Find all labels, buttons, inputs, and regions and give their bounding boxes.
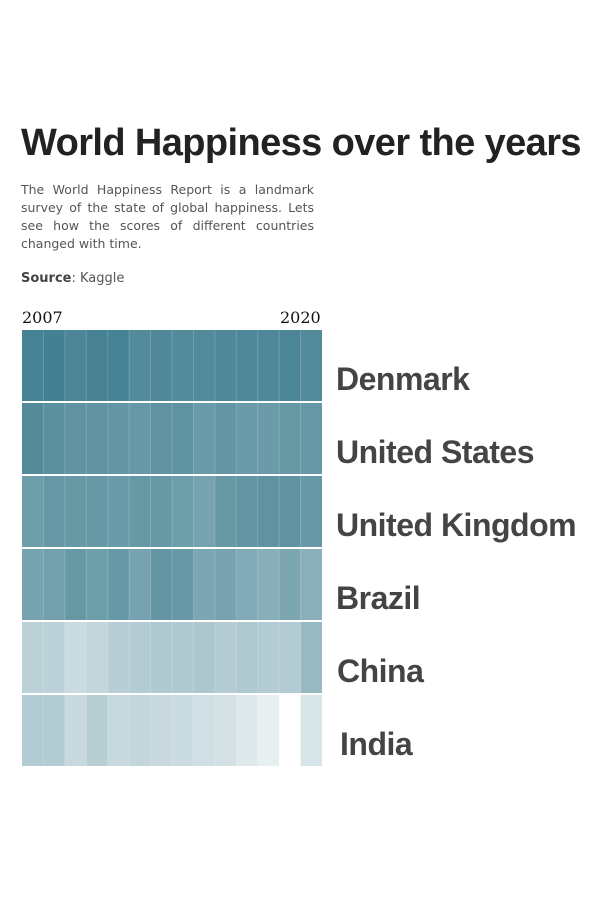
heatmap-cell — [86, 403, 109, 474]
heatmap-cell — [86, 549, 109, 620]
heatmap-cell — [214, 622, 237, 693]
heatmap-cell — [236, 695, 259, 766]
heatmap-cell — [86, 330, 109, 401]
country-label: China — [337, 653, 424, 689]
heatmap-cell — [107, 695, 130, 766]
heatmap-cell — [129, 695, 151, 766]
heatmap-cell — [107, 549, 130, 620]
heatmap-cell — [214, 695, 237, 766]
heatmap-cell — [214, 476, 237, 547]
heatmap-cell — [107, 622, 130, 693]
heatmap-cell — [300, 476, 322, 547]
heatmap-cell — [193, 622, 216, 693]
heatmap-cell — [22, 622, 44, 693]
heatmap-cell — [172, 695, 194, 766]
heatmap-cell — [193, 695, 216, 766]
heatmap-cell — [193, 476, 216, 547]
heatmap-cell — [22, 330, 44, 401]
heatmap-cell — [257, 695, 280, 766]
heatmap-cell — [172, 622, 194, 693]
heatmap-cell — [257, 549, 280, 620]
heatmap-cell — [64, 330, 87, 401]
heatmap-cell — [193, 403, 216, 474]
heatmap-cell — [43, 695, 66, 766]
chart-description: The World Happiness Report is a landmark… — [21, 182, 314, 251]
heatmap-cell — [129, 549, 151, 620]
heatmap-cell — [107, 403, 130, 474]
heatmap-cell — [150, 403, 173, 474]
heatmap-cell — [129, 476, 151, 547]
heatmap-cell — [43, 622, 66, 693]
heatmap-cell — [43, 476, 66, 547]
heatmap-cell — [300, 403, 322, 474]
country-label: India — [340, 726, 413, 762]
heatmap-cell — [172, 549, 194, 620]
country-label: United Kingdom — [336, 507, 577, 543]
heatmap-cell — [129, 330, 151, 401]
heatmap-cell — [43, 549, 66, 620]
heatmap-cell — [214, 330, 237, 401]
heatmap-cell — [22, 549, 44, 620]
x-tick-label-end: 2020 — [280, 308, 321, 327]
page-title: World Happiness over the years — [21, 122, 582, 164]
heatmap-cell — [150, 695, 173, 766]
country-label: Denmark — [336, 361, 470, 397]
heatmap-cell — [300, 330, 322, 401]
heatmap-cell — [279, 403, 301, 474]
heatmap-cell — [64, 695, 87, 766]
country-label: Brazil — [336, 580, 421, 616]
heatmap-cell — [279, 549, 301, 620]
heatmap-cell — [22, 476, 44, 547]
heatmap-cell — [150, 330, 173, 401]
heatmap-cell — [279, 476, 301, 547]
country-label: United States — [336, 434, 534, 470]
heatmap-cell — [129, 403, 151, 474]
heatmap-cell — [257, 622, 280, 693]
heatmap-cell — [64, 549, 87, 620]
x-tick-label-start: 2007 — [22, 308, 63, 327]
heatmap-cell — [107, 330, 130, 401]
heatmap-cell — [172, 403, 194, 474]
heatmap-cell — [86, 695, 109, 766]
heatmap-cell — [172, 476, 194, 547]
heatmap-cell — [236, 403, 259, 474]
heatmap-cell — [300, 695, 322, 766]
heatmap-cell — [22, 695, 44, 766]
heatmap-cell — [107, 476, 130, 547]
heatmap-cell — [86, 476, 109, 547]
source-label: Source — [21, 271, 72, 286]
heatmap-cell — [257, 330, 280, 401]
heatmap-cell — [257, 403, 280, 474]
heatmap-cell — [279, 330, 301, 401]
heatmap-cell — [236, 476, 259, 547]
happiness-heatmap — [22, 330, 322, 766]
source-value: : Kaggle — [71, 271, 125, 286]
heatmap-cell — [300, 622, 322, 693]
heatmap-cell — [22, 403, 44, 474]
heatmap-cell — [279, 622, 301, 693]
source-line: Source: Kaggle — [21, 271, 124, 286]
heatmap-cell — [86, 622, 109, 693]
heatmap-cell — [64, 476, 87, 547]
heatmap-cell — [236, 549, 259, 620]
heatmap-cell — [236, 330, 259, 401]
heatmap-cell — [214, 403, 237, 474]
heatmap-cell — [150, 476, 173, 547]
heatmap-cell — [129, 622, 151, 693]
heatmap-cell — [150, 549, 173, 620]
heatmap-cell — [64, 622, 87, 693]
heatmap-cell — [236, 622, 259, 693]
heatmap-cell — [214, 549, 237, 620]
heatmap-cell — [43, 403, 66, 474]
heatmap-cell — [300, 549, 322, 620]
heatmap-cell — [172, 330, 194, 401]
heatmap-cell — [193, 549, 216, 620]
heatmap-cell — [43, 330, 66, 401]
heatmap-cell — [64, 403, 87, 474]
heatmap-cell — [279, 695, 301, 766]
heatmap-cell — [193, 330, 216, 401]
heatmap-cell — [257, 476, 280, 547]
heatmap-cell — [150, 622, 173, 693]
